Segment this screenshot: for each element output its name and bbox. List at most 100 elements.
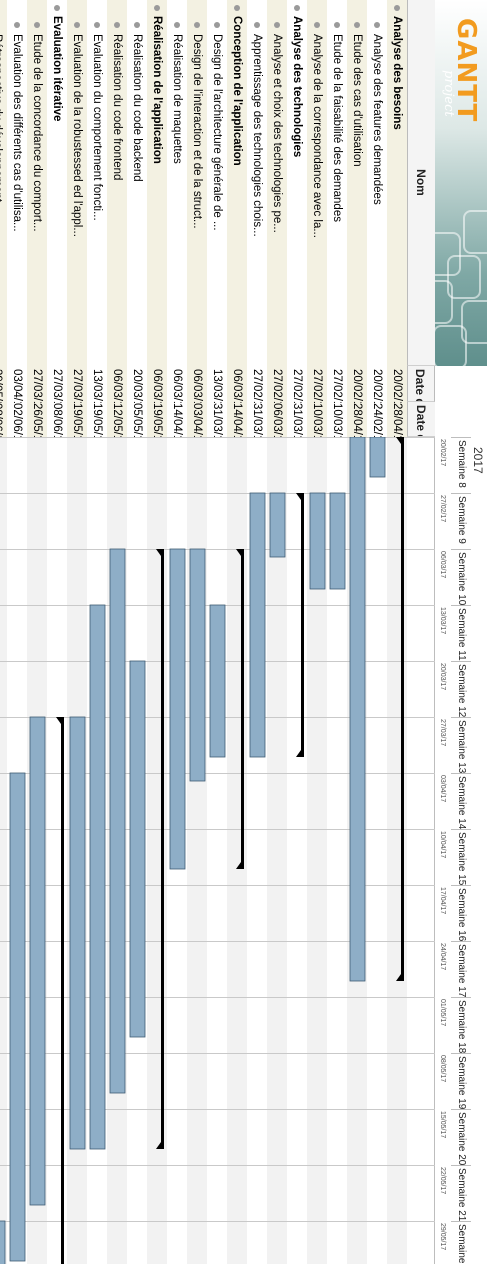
task-bar[interactable] (369, 437, 386, 478)
task-row[interactable]: Evaluation des différents cas d'utilisa.… (7, 0, 27, 437)
gray-dot-icon (334, 22, 340, 28)
summary-bar[interactable] (401, 437, 404, 981)
gray-dot-icon (214, 22, 220, 28)
task-end-date: 19/05/17 (91, 403, 103, 437)
task-row[interactable]: Analyse de la correspondance avec la... 2… (307, 0, 327, 437)
task-name: Evaluation des différents cas d'utilisa.… (11, 34, 23, 232)
gray-dot-icon (74, 22, 80, 28)
task-bar[interactable] (109, 548, 126, 1094)
task-end-date: 31/03/17 (211, 403, 223, 437)
task-bar[interactable] (309, 492, 326, 590)
task-start-date: 06/03/17 (231, 369, 243, 403)
gray-dot-icon (114, 22, 120, 28)
logo-sub: project (441, 70, 456, 117)
task-end-date: 26/05/17 (31, 403, 43, 437)
task-row[interactable]: Conception de l'application 06/03/17 14/04… (227, 0, 247, 437)
task-start-date: 27/02/17 (331, 369, 343, 403)
task-end-date: 12/05/17 (111, 403, 123, 437)
task-end-date: 10/03/17 (311, 403, 323, 437)
task-row[interactable]: Evaluation itérative 27/03/17 08/06/17 (47, 0, 67, 437)
summary-bar-start (56, 717, 64, 724)
task-bar[interactable] (329, 492, 346, 590)
gray-dot-icon (314, 22, 320, 28)
task-row[interactable]: Analyse des besoins 20/02/17 28/04/17 (387, 0, 407, 437)
column-header-end[interactable]: Date de... (407, 402, 435, 437)
task-name: Analyse des features demandées (371, 34, 383, 205)
task-bar[interactable] (0, 1220, 6, 1264)
task-bar[interactable] (69, 716, 86, 1150)
task-end-date: 06/03/17 (271, 403, 283, 437)
task-row[interactable]: Etude des cas d'utilisation 20/02/17 28/04… (347, 0, 367, 437)
task-row[interactable]: Design de l'interaction et de la struct.… (187, 0, 207, 437)
summary-bar-start (156, 549, 164, 556)
column-header-name[interactable]: Nom (407, 0, 435, 366)
task-name: Apprentissage des technologies chois... (251, 34, 263, 237)
task-start-date: 20/02/17 (371, 369, 383, 403)
task-row[interactable]: Etude de la concordance du comport... 27/… (27, 0, 47, 437)
task-bar[interactable] (269, 492, 286, 558)
gray-dot-icon (134, 22, 140, 28)
task-start-date: 06/03/17 (171, 369, 183, 403)
summary-bar-end (396, 974, 404, 981)
summary-bar-start (296, 493, 304, 500)
summary-bar-end (296, 750, 304, 757)
task-end-date: 03/04/17 (191, 403, 203, 437)
task-name: Evaluation itérative (51, 16, 63, 122)
task-start-date: 06/03/17 (191, 369, 203, 403)
task-bar[interactable] (29, 716, 46, 1206)
task-end-date: 08/06/17 (51, 403, 63, 437)
task-start-date: 13/03/17 (211, 369, 223, 403)
gray-dot-icon (94, 22, 100, 28)
summary-bar[interactable] (301, 493, 304, 757)
task-bar[interactable] (209, 604, 226, 758)
task-end-date: 28/04/17 (391, 403, 403, 437)
task-end-date: 24/02/17 (371, 403, 383, 437)
task-bar[interactable] (89, 604, 106, 1150)
task-start-date: 27/02/17 (251, 369, 263, 403)
task-row[interactable]: Analyse des technologies 27/02/17 31/03/17 (287, 0, 307, 437)
task-name: Evaluation du comportement foncti... (91, 34, 103, 221)
task-row[interactable]: Analyse des features demandées 20/02/17 24… (367, 0, 387, 437)
task-row[interactable]: Réalisation du code frontend 06/03/17 12/0… (107, 0, 127, 437)
task-name: Etude de la concordance du comport... (31, 34, 43, 232)
summary-bar[interactable] (241, 549, 244, 869)
task-end-date: 08/06/17 (0, 403, 3, 437)
task-start-date: 29/05/17 (0, 369, 3, 403)
task-row[interactable]: Design de l'architecture générale de ...… (207, 0, 227, 437)
task-bar[interactable] (249, 492, 266, 758)
task-bar[interactable] (169, 548, 186, 870)
task-row[interactable]: Rétrospective du développement 29/05/17 08… (0, 0, 7, 437)
task-name: Analyse des technologies (291, 16, 303, 158)
task-name: Conception de l'application (231, 16, 243, 166)
row-stripe (307, 437, 327, 1264)
task-bar[interactable] (9, 772, 26, 1262)
column-header-start[interactable]: Date de... (407, 366, 435, 402)
gray-dot-icon (194, 22, 200, 28)
gray-dot-icon (294, 5, 300, 11)
task-bar[interactable] (349, 437, 366, 982)
summary-bar-start (236, 549, 244, 556)
task-start-date: 27/02/17 (271, 369, 283, 403)
task-name: Rétrospective du développement (0, 34, 3, 203)
task-row[interactable]: Réalisation du code backend 20/03/17 05/05… (127, 0, 147, 437)
task-row[interactable]: Analyse et choix des technologies pe... 2… (267, 0, 287, 437)
task-row[interactable]: Etude de la faisabilité des demandes 27/0… (327, 0, 347, 437)
task-name: Réalisation du code frontend (111, 34, 123, 181)
task-row[interactable]: Apprentissage des technologies chois... 2… (247, 0, 267, 437)
summary-bar[interactable] (61, 717, 64, 1264)
task-row[interactable]: Evaluation du comportement foncti... 13/0… (87, 0, 107, 437)
task-row[interactable]: Evaluation de la robustessed ed l'appl..… (67, 0, 87, 437)
gray-dot-icon (174, 22, 180, 28)
summary-bar[interactable] (161, 549, 164, 1149)
task-row[interactable]: Réalisation de maquettes 06/03/17 14/04/17 (167, 0, 187, 437)
task-name: Analyse des besoins (391, 16, 403, 130)
task-end-date: 31/03/17 (291, 403, 303, 437)
task-start-date: 27/03/17 (71, 369, 83, 403)
task-name: Réalisation de maquettes (171, 34, 183, 164)
task-bar[interactable] (129, 660, 146, 1038)
task-name: Etude de la faisabilité des demandes (331, 34, 343, 222)
task-bar[interactable] (189, 548, 206, 782)
task-end-date: 02/06/17 (11, 403, 23, 437)
task-row[interactable]: Réalisation de l'application 06/03/17 19/0… (147, 0, 167, 437)
